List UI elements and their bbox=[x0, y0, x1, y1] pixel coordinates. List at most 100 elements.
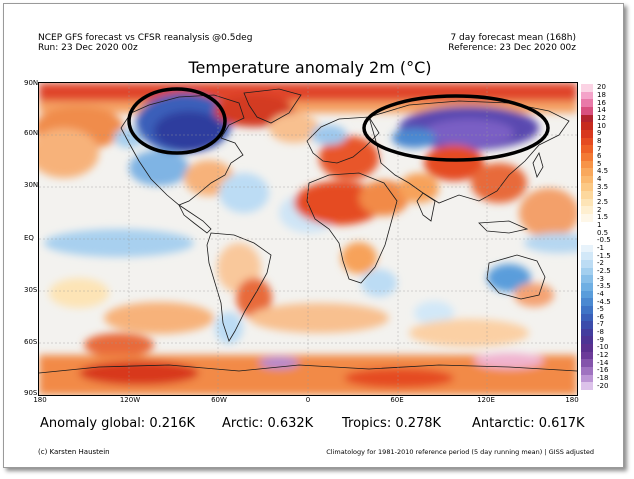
colorbar-label: 2.5 bbox=[597, 198, 609, 207]
colorbar-cell bbox=[581, 191, 593, 200]
colorbar-cell bbox=[581, 137, 593, 146]
colorbar-label: 0.5 bbox=[597, 228, 609, 237]
colorbar-cell bbox=[581, 275, 593, 284]
colorbar-cell bbox=[581, 152, 593, 161]
lat-label-30s: 30S bbox=[24, 286, 38, 294]
colorbar-label: 1.5 bbox=[597, 213, 609, 222]
lon-label-60w: 60W bbox=[211, 396, 227, 404]
colorbar-label: 4 bbox=[597, 175, 602, 184]
credit-text: (c) Karsten Haustein bbox=[38, 448, 110, 456]
lon-label-120e: 120E bbox=[477, 396, 495, 404]
lat-label-90n: 90N bbox=[24, 79, 39, 87]
colorbar-label: -6 bbox=[597, 312, 604, 321]
siberia-highlight-circle bbox=[362, 94, 550, 162]
colorbar-label: 7 bbox=[597, 144, 602, 153]
colorbar-label: -5 bbox=[597, 305, 604, 314]
lon-label-180e: 180 bbox=[565, 396, 579, 404]
colorbar-cell bbox=[581, 145, 593, 154]
colorbar-label: 6 bbox=[597, 152, 602, 161]
forecast-info: 7 day forecast mean (168h) Reference: 23… bbox=[448, 33, 576, 53]
colorbar-cell bbox=[581, 129, 593, 139]
colorbar-cell bbox=[581, 298, 593, 307]
colorbar-cell bbox=[581, 252, 593, 261]
lon-label-0: 0 bbox=[305, 396, 311, 404]
colorbar-label: -1 bbox=[597, 243, 604, 252]
arctic-anomaly: Arctic: 0.632K bbox=[222, 416, 314, 431]
colorbar-label: 10 bbox=[597, 121, 606, 130]
colorbar-label: 8 bbox=[597, 136, 602, 145]
colorbar-cell bbox=[581, 175, 593, 184]
colorbar-label: -18 bbox=[597, 374, 609, 383]
colorbar-label: -3.5 bbox=[597, 282, 611, 291]
colorbar-cell bbox=[581, 244, 593, 253]
colorbar-cell bbox=[581, 206, 593, 215]
colorbar-cell bbox=[581, 336, 593, 345]
colorbar-cell bbox=[581, 321, 593, 330]
colorbar-label: -0.5 bbox=[597, 236, 611, 245]
anomaly-field bbox=[39, 83, 577, 395]
colorbar-label: 1 bbox=[597, 221, 602, 230]
colorbar-cell bbox=[581, 160, 593, 169]
colorbar-label: -2 bbox=[597, 259, 604, 268]
colorbar-cell bbox=[581, 267, 593, 276]
colorbar-cell bbox=[581, 328, 593, 337]
colorbar-label: 4.5 bbox=[597, 167, 609, 176]
colorbar-cell bbox=[581, 359, 593, 368]
run-info: NCEP GFS forecast vs CFSR reanalysis @0.… bbox=[38, 33, 252, 53]
graticule bbox=[39, 83, 577, 395]
colorbar-cell bbox=[581, 313, 593, 322]
lat-label-eq: EQ bbox=[24, 234, 34, 242]
colorbar-label: -1.5 bbox=[597, 251, 611, 260]
lat-label-90s: 90S bbox=[24, 389, 38, 397]
colorbar-label: -20 bbox=[597, 381, 609, 390]
colorbar-cell bbox=[581, 344, 593, 353]
colorbar-label: 20 bbox=[597, 83, 606, 92]
colorbar-label: -14 bbox=[597, 358, 609, 367]
colorbar-cell bbox=[581, 114, 593, 123]
colorbar-cell bbox=[581, 351, 593, 360]
colorbar-cell bbox=[581, 290, 593, 299]
lon-label-180w: 180 bbox=[33, 396, 47, 404]
lat-label-60n: 60N bbox=[24, 129, 39, 137]
colorbar-cell bbox=[581, 106, 593, 116]
run-line: Run: 23 Dec 2020 00z bbox=[38, 43, 138, 53]
colorbar-cell bbox=[581, 122, 593, 131]
colorbar-label: -4.5 bbox=[597, 297, 611, 306]
lon-label-60e: 60E bbox=[390, 396, 404, 404]
colorbar-cell bbox=[581, 91, 593, 100]
colorbar-cell bbox=[581, 305, 593, 314]
antarctic-anomaly: Antarctic: 0.617K bbox=[472, 416, 585, 431]
colorbar-label: -2.5 bbox=[597, 266, 611, 275]
climatology-note: Climatology for 1981-2010 reference peri… bbox=[326, 448, 594, 456]
colorbar-cell bbox=[581, 229, 593, 238]
lat-label-60s: 60S bbox=[24, 338, 38, 346]
colorbar-label: 12 bbox=[597, 113, 606, 122]
colorbar-cell bbox=[581, 282, 593, 292]
colorbar-cell bbox=[581, 99, 593, 108]
colorbar-label: 2 bbox=[597, 205, 602, 214]
forecast-period-line: 7 day forecast mean (168h) bbox=[450, 33, 576, 43]
colorbar-cell bbox=[581, 374, 593, 383]
colorbar-label: 18 bbox=[597, 90, 606, 99]
map-graphic bbox=[39, 83, 577, 395]
lat-label-30n: 30N bbox=[24, 181, 39, 189]
reference-line: Reference: 23 Dec 2020 00z bbox=[448, 43, 576, 53]
colorbar-label: 14 bbox=[597, 106, 606, 115]
map-title: Temperature anomaly 2m (°C) bbox=[188, 58, 432, 77]
colorbar-cell bbox=[581, 221, 593, 230]
colorbar-label: 3.5 bbox=[597, 182, 609, 191]
anomaly-map bbox=[38, 82, 578, 396]
colorbar-label: -4 bbox=[597, 289, 604, 298]
model-line: NCEP GFS forecast vs CFSR reanalysis @0.… bbox=[38, 33, 253, 43]
colorbar-cell bbox=[581, 259, 593, 269]
colorbar-cell bbox=[581, 168, 593, 177]
lon-label-120w: 120W bbox=[119, 396, 141, 404]
colorbar-label: -9 bbox=[597, 335, 604, 344]
colorbar-cell bbox=[581, 367, 593, 376]
colorbar-label: -7 bbox=[597, 320, 604, 329]
colorbar-cell bbox=[581, 214, 593, 223]
colorbar bbox=[581, 84, 593, 391]
colorbar-label: -3 bbox=[597, 274, 604, 283]
colorbar-label: 5 bbox=[597, 159, 602, 168]
colorbar-label: -10 bbox=[597, 343, 609, 352]
